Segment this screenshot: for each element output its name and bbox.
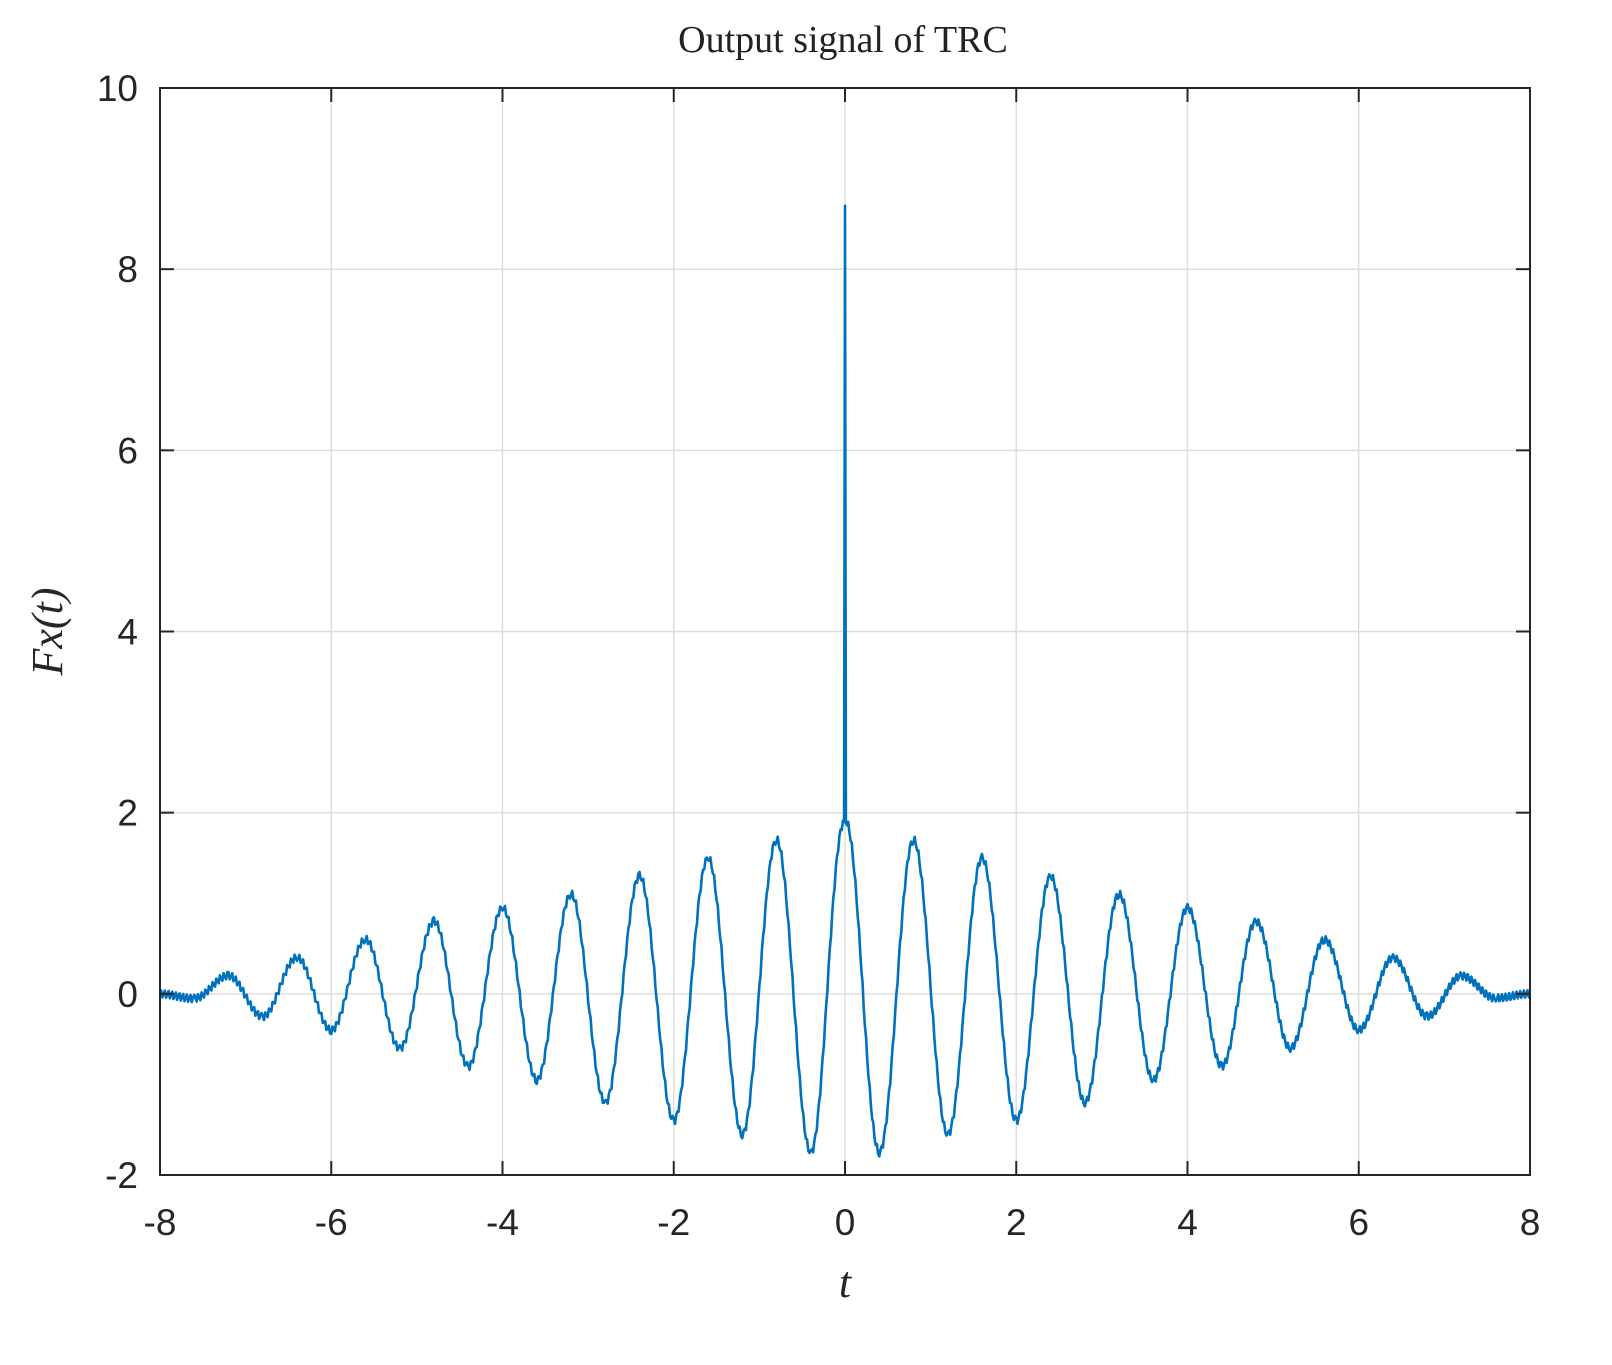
x-tick-label: 6 <box>1348 1202 1369 1243</box>
y-tick-label: 0 <box>117 974 138 1015</box>
series-layer <box>158 204 1532 1158</box>
x-tick-label: -8 <box>144 1202 177 1243</box>
x-tick-label: -6 <box>315 1202 348 1243</box>
chart-title: Output signal of TRC <box>678 19 1008 61</box>
y-tick-label: 8 <box>117 249 138 290</box>
x-tick-label: 0 <box>835 1202 856 1243</box>
x-tick-label: -4 <box>486 1202 519 1243</box>
y-axis-label: Fx(t) <box>23 588 72 677</box>
tick-layer: -8 -6 -4 -2 0 2 4 6 8 -2 0 2 4 6 8 10 <box>97 68 1540 1243</box>
x-tick-label: -2 <box>657 1202 690 1243</box>
y-tick-label: 4 <box>117 612 138 653</box>
series-line <box>158 204 1532 1158</box>
y-tick-label: -2 <box>105 1155 138 1196</box>
y-tick-label: 6 <box>117 430 138 471</box>
x-tick-label: 4 <box>1177 1202 1198 1243</box>
x-axis-label: t <box>839 1258 853 1307</box>
y-tick-label: 10 <box>97 68 138 109</box>
y-tick-label: 2 <box>117 793 138 834</box>
x-tick-label: 2 <box>1006 1202 1027 1243</box>
x-tick-label: 8 <box>1520 1202 1541 1243</box>
